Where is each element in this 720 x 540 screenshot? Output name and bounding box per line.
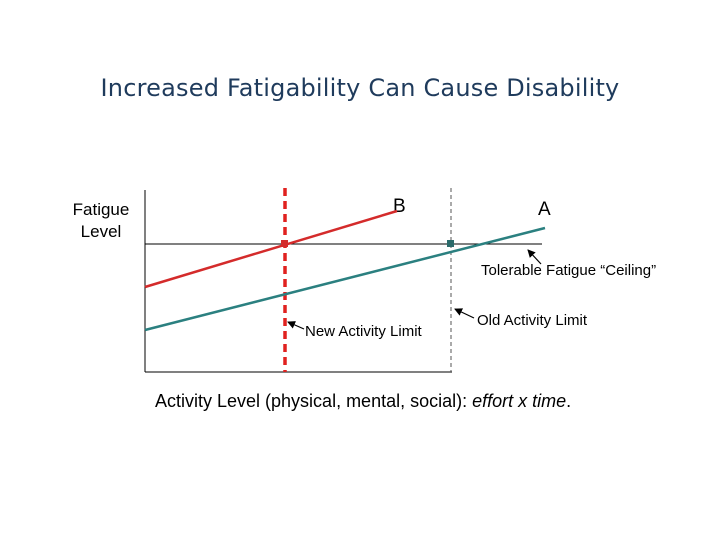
line-b — [144, 209, 398, 289]
old-limit-arrow — [454, 308, 475, 319]
line-a — [144, 226, 546, 332]
x-axis-label: Activity Level (physical, mental, social… — [155, 391, 571, 412]
ceiling-annotation: Tolerable Fatigue “Ceiling” — [481, 262, 657, 279]
new-limit-annotation: New Activity Limit — [305, 323, 422, 340]
new-limit-arrow — [287, 321, 305, 330]
old-limit-annotation: Old Activity Limit — [477, 312, 588, 329]
x-axis-label-end: . — [566, 391, 572, 411]
x-axis-label-emphasis: effort x time — [472, 391, 567, 411]
x-axis-label-main: Activity Level (physical, mental, social… — [155, 391, 473, 411]
y-axis-label: Fatigue Level — [72, 200, 130, 241]
diagram-title: Increased Fatigability Can Cause Disabil… — [100, 74, 620, 102]
intersection-marker-a — [447, 240, 454, 247]
line-a-label: A — [538, 199, 551, 220]
intersection-marker-b — [281, 240, 288, 247]
ceiling-arrow — [527, 249, 542, 265]
